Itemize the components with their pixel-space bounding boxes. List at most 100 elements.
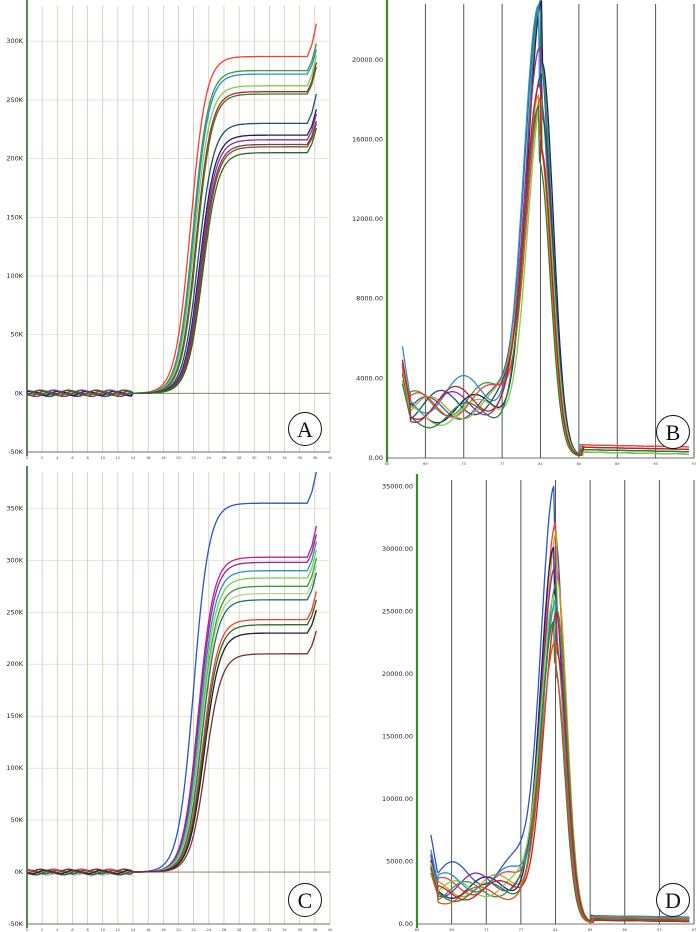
x-tick-label: 34 (282, 456, 287, 460)
y-tick-label: 250K (6, 96, 23, 104)
series-group (26, 471, 318, 876)
x-tick-label: 69 (449, 928, 453, 932)
series-line (26, 541, 318, 876)
x-tick-label: 73 (462, 462, 466, 466)
panel-d: 35000.00 30000.00 25000.00 20000.00 15000.00… (345, 466, 700, 932)
x-tick-label: 93 (653, 462, 657, 466)
x-tick-label: 30 (252, 928, 256, 932)
series-line (26, 127, 318, 396)
x-tick-label: 20 (176, 456, 180, 460)
x-tick-label: 85 (588, 928, 592, 932)
x-tick-label: 16 (146, 928, 150, 932)
y-tick-label: 25000.00 (382, 607, 413, 615)
series-line (26, 120, 318, 398)
x-tick-label: 40 (328, 456, 332, 460)
y-tick-label: 16000.00 (352, 135, 383, 143)
series-line (26, 49, 318, 396)
series-group (401, 0, 689, 457)
panel-label-a: A (288, 412, 322, 446)
series-line (401, 105, 689, 457)
series-line (26, 565, 318, 876)
x-tick-label: 32 (267, 928, 271, 932)
y-tick-label: 0.00 (399, 920, 413, 928)
x-tick-label: 38 (313, 456, 317, 460)
x-tick-label: 40 (328, 928, 332, 932)
panel-label-c: C (288, 883, 322, 917)
y-tick-label: 150K (6, 712, 23, 720)
x-tick-label: 89 (623, 928, 627, 932)
series-line (26, 534, 318, 874)
series-line (401, 83, 689, 456)
x-tick-label: 65 (415, 928, 419, 932)
x-tick-label: 18 (161, 928, 165, 932)
x-tick-label: 10 (101, 928, 105, 932)
series-line (26, 599, 318, 876)
series-line (401, 0, 689, 457)
y-tick-label: 0.00 (369, 454, 383, 462)
x-tick-label: 97 (692, 928, 696, 932)
panel-b: 20000.00 16000.00 12000.00 8000.00 4000.00 0.… (345, 0, 700, 466)
y-tick-label: 350K (6, 504, 23, 512)
series-line (26, 549, 318, 875)
series-group (430, 485, 690, 924)
y-tick-label: 250K (6, 608, 23, 616)
panel-c: 350K 300K 250K 200K 150K 100K 50K 0K -50K 0 2 4 6 8 10… (0, 466, 345, 932)
x-tick-label: 93 (657, 928, 661, 932)
series-line (401, 98, 689, 457)
x-tick-label: 18 (161, 456, 165, 460)
plot-frame: 35000.00 30000.00 25000.00 20000.00 15000.00… (382, 474, 696, 932)
series-line (26, 55, 318, 398)
panel-label-b: B (656, 415, 690, 449)
y-tick-label: 0K (15, 868, 24, 876)
x-tick-label: 36 (297, 456, 301, 460)
series-line (401, 0, 689, 456)
series-line (26, 66, 318, 396)
x-tick-label: 26 (222, 456, 226, 460)
series-line (26, 62, 318, 397)
x-tick-label: 65 (385, 462, 389, 466)
series-line (401, 73, 689, 456)
y-tick-label: 8000.00 (356, 295, 383, 303)
x-tick-label: 8 (86, 928, 88, 932)
y-tick-label: -50K (8, 920, 24, 928)
x-tick-label: 30 (252, 456, 256, 460)
x-tick-label: 26 (222, 928, 226, 932)
x-tick-label: 14 (131, 928, 136, 932)
x-tick-label: 12 (116, 928, 120, 932)
y-tick-label: 50K (10, 816, 23, 824)
y-tick-label: 200K (6, 155, 23, 163)
x-tick-label: 2 (41, 456, 43, 460)
y-tick-label: 200K (6, 660, 23, 668)
x-tick-label: 73 (484, 928, 488, 932)
x-tick-label: 89 (615, 462, 619, 466)
y-tick-label: 20000.00 (352, 56, 383, 64)
y-tick-label: 12000.00 (352, 215, 383, 223)
x-tick-label: 8 (86, 456, 88, 460)
series-line (26, 610, 318, 875)
x-tick-label: 4 (56, 456, 59, 460)
x-tick-label: 22 (191, 456, 195, 460)
y-tick-label: 150K (6, 213, 23, 221)
x-tick-label: 28 (237, 456, 241, 460)
series-line (401, 7, 689, 456)
y-tick-label: 5000.00 (386, 857, 413, 865)
series-line (26, 572, 318, 875)
x-tick-label: 81 (553, 928, 557, 932)
series-line (401, 4, 689, 456)
x-tick-label: 4 (56, 928, 59, 932)
x-tick-label: 22 (191, 928, 195, 932)
y-tick-label: 35000.00 (382, 482, 413, 490)
x-tick-label: 24 (207, 928, 212, 932)
x-tick-label: 0 (26, 456, 28, 460)
x-tick-label: 85 (577, 462, 581, 466)
x-tick-label: 34 (282, 928, 287, 932)
y-tick-label: 20000.00 (382, 670, 413, 678)
y-tick-label: 100K (6, 764, 23, 772)
x-tick-label: 77 (519, 928, 523, 932)
y-tick-label: -50K (8, 448, 24, 456)
y-tick-label: 50K (10, 331, 23, 339)
series-line (26, 23, 318, 398)
